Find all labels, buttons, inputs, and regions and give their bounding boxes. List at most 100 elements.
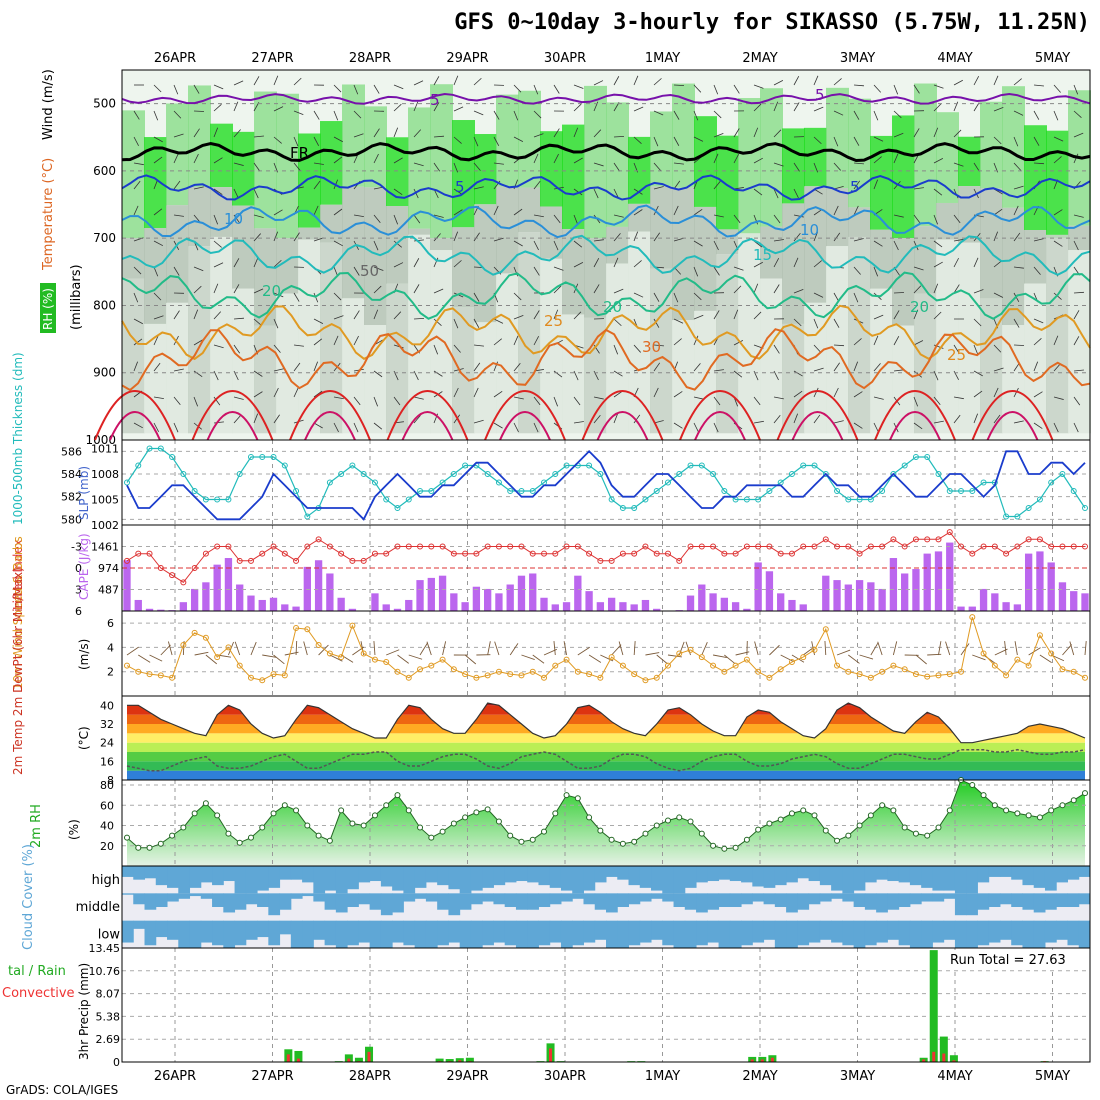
lifted-index-line-point [495, 543, 502, 550]
wind-barb [553, 153, 559, 164]
lifted-index-line-point [788, 550, 795, 557]
top-day-label: 30APR [544, 51, 586, 66]
wind-barb [293, 162, 301, 171]
wind-barb [973, 257, 979, 268]
wind-barb [873, 136, 884, 142]
top-day-label: 1MAY [645, 51, 680, 66]
wind-barb [633, 260, 642, 268]
wind-barb [573, 84, 584, 89]
rh-shade [496, 186, 519, 274]
wind-barb [473, 344, 484, 347]
cloud-low-bar [470, 920, 483, 948]
cape-bar [574, 575, 582, 611]
wind-barb [333, 110, 339, 121]
wind-barb [213, 283, 219, 294]
cape-bar [314, 560, 323, 611]
wind-barb [773, 370, 779, 381]
rh-shade [342, 84, 365, 187]
wind-barb [873, 314, 884, 320]
rh-shade [496, 94, 519, 187]
wind-barb-10m [138, 654, 151, 663]
wind-barb [733, 339, 744, 346]
rh-shade [628, 231, 651, 434]
wind-barb [233, 258, 240, 268]
wind-barb [733, 214, 741, 224]
rh-shade [672, 187, 695, 321]
wind-barb-10m [205, 654, 218, 665]
cape-bar [551, 604, 559, 611]
rh-shade [144, 323, 167, 434]
wind-barb [613, 233, 621, 242]
wind-barb [733, 153, 740, 164]
wind-barb [593, 162, 604, 167]
dewpoint-line [126, 748, 1086, 772]
wind-barb [953, 214, 961, 224]
lifted-index-line-point [912, 536, 919, 543]
wind-barb-10m [532, 654, 545, 664]
cloud-low-bar [718, 920, 731, 948]
rh-shade [1024, 125, 1047, 231]
top-day-label: 2MAY [742, 51, 777, 66]
wind-barb [473, 186, 484, 190]
wind-barb [393, 311, 402, 320]
slp-line-point [608, 496, 615, 503]
slp-line-point [270, 454, 277, 460]
slp-line-point [563, 462, 570, 469]
cloud-high-bar [909, 866, 922, 886]
wind-speed-line-point [721, 668, 728, 675]
cloud-middle-bar [448, 893, 461, 916]
bottom-day-label: 26APR [154, 1069, 196, 1084]
wind-barb [853, 238, 864, 242]
wind-barb [693, 208, 703, 216]
rain-convective-bar [922, 1059, 926, 1062]
wind-barb [613, 162, 620, 172]
wind-barb [493, 110, 500, 120]
wind-speed-line-point [462, 671, 469, 678]
wind-barb [533, 180, 541, 190]
wind-barb [213, 262, 224, 268]
wind-barb [713, 422, 719, 433]
cloud-high-bar [1033, 866, 1046, 888]
cloud-low-bar [133, 920, 146, 929]
rh-shade [430, 84, 453, 239]
wind-barb [813, 106, 824, 112]
wind-barb [573, 240, 583, 248]
wind-barb-10m [645, 652, 660, 656]
wind-barb [293, 387, 299, 398]
wind-speed-line-point [834, 662, 841, 669]
wind-barb [193, 153, 199, 164]
wind-barb [233, 129, 241, 138]
cloud-middle-bar [268, 893, 281, 916]
lifted-index-line-point [924, 536, 931, 543]
cloud-low-bar [482, 920, 494, 946]
wind-barb [833, 420, 844, 424]
wind-barb [233, 214, 241, 224]
slp-line-point [349, 462, 356, 469]
rh-line-point [124, 834, 130, 841]
slp-line-point [912, 454, 919, 460]
wind-barb [233, 162, 244, 166]
wind-barb [953, 129, 962, 138]
wind-barb [133, 266, 142, 275]
cape-bar [788, 599, 796, 611]
wind-barb [213, 370, 219, 381]
cloud-middle-bar [819, 893, 832, 902]
wind-speed-line-point [383, 659, 390, 665]
rh-shade [804, 127, 827, 187]
cloud-low-bar [459, 920, 472, 948]
wind-barb [273, 387, 279, 398]
wind-speed-line-point [338, 654, 345, 661]
wind-barb [913, 340, 924, 346]
wind-barb [293, 110, 304, 116]
cloud-high-bar [335, 866, 348, 894]
warm-contour [94, 390, 176, 441]
wind-barb [853, 180, 861, 190]
wind-barb-10m [408, 654, 423, 660]
warm-contour [206, 411, 259, 441]
wind-barb [593, 284, 600, 294]
rh-shade [870, 135, 893, 230]
cloud-middle-bar [369, 893, 382, 910]
wind-barb [573, 311, 582, 320]
wind-barb [253, 233, 261, 242]
